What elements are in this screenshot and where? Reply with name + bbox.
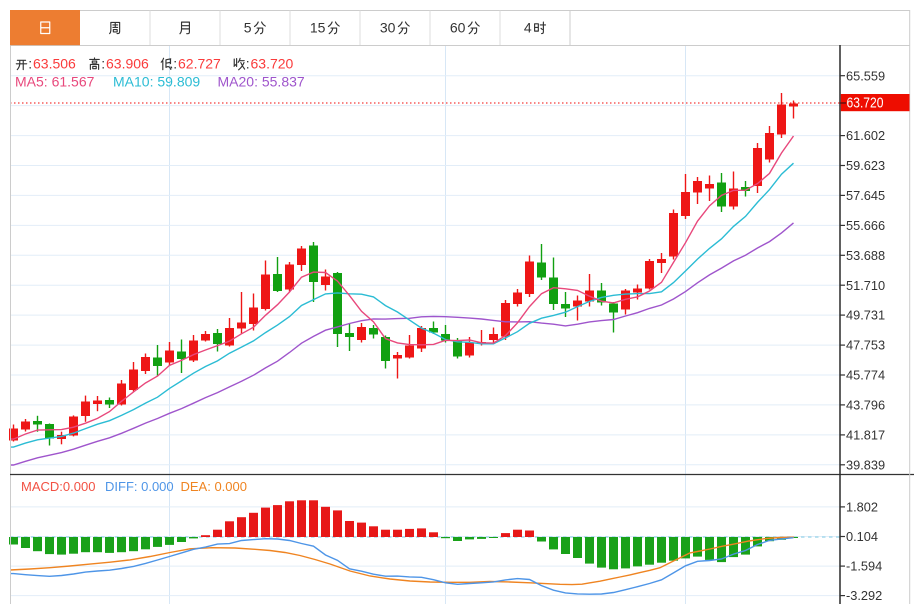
svg-text:53.688: 53.688 [846, 248, 885, 263]
svg-text:51.710: 51.710 [846, 278, 885, 293]
svg-text:60: 60 [450, 20, 466, 36]
svg-text:55.666: 55.666 [846, 218, 885, 233]
svg-text:63.906: 63.906 [106, 55, 149, 71]
svg-text:MA5: 61.567: MA5: 61.567 [15, 74, 95, 90]
svg-text:45.774: 45.774 [846, 368, 885, 383]
svg-text:-1.594: -1.594 [846, 559, 882, 574]
svg-text:MA20: 55.837: MA20: 55.837 [218, 74, 305, 90]
svg-text:59.623: 59.623 [846, 158, 885, 173]
svg-text:MACD:0.000: MACD:0.000 [21, 479, 95, 494]
svg-text:39.839: 39.839 [846, 457, 885, 472]
svg-text:0.104: 0.104 [846, 529, 878, 544]
svg-text:DIFF: 0.000: DIFF: 0.000 [105, 479, 174, 494]
svg-text:62.727: 62.727 [178, 55, 221, 71]
svg-text::: : [101, 55, 105, 71]
svg-text:47.753: 47.753 [846, 338, 885, 353]
svg-text::: : [246, 55, 250, 71]
svg-text::: : [28, 55, 32, 71]
svg-text:30: 30 [380, 20, 396, 36]
svg-text:4: 4 [524, 20, 532, 36]
svg-text:DEA: 0.000: DEA: 0.000 [181, 479, 248, 494]
svg-text:65.559: 65.559 [846, 68, 885, 83]
svg-text:41.817: 41.817 [846, 428, 885, 443]
svg-text:63.720: 63.720 [251, 55, 294, 71]
svg-text:MA10: 59.809: MA10: 59.809 [113, 74, 200, 90]
svg-text:5: 5 [244, 20, 252, 36]
svg-text:57.645: 57.645 [846, 188, 885, 203]
svg-text:43.796: 43.796 [846, 398, 885, 413]
svg-text:61.602: 61.602 [846, 128, 885, 143]
svg-text:63.506: 63.506 [33, 55, 76, 71]
svg-text:63.720: 63.720 [847, 95, 884, 112]
svg-text:49.731: 49.731 [846, 308, 885, 323]
svg-text::: : [173, 55, 177, 71]
svg-text:1.802: 1.802 [846, 500, 878, 515]
svg-text:-3.292: -3.292 [846, 588, 882, 603]
svg-text:15: 15 [310, 20, 326, 36]
